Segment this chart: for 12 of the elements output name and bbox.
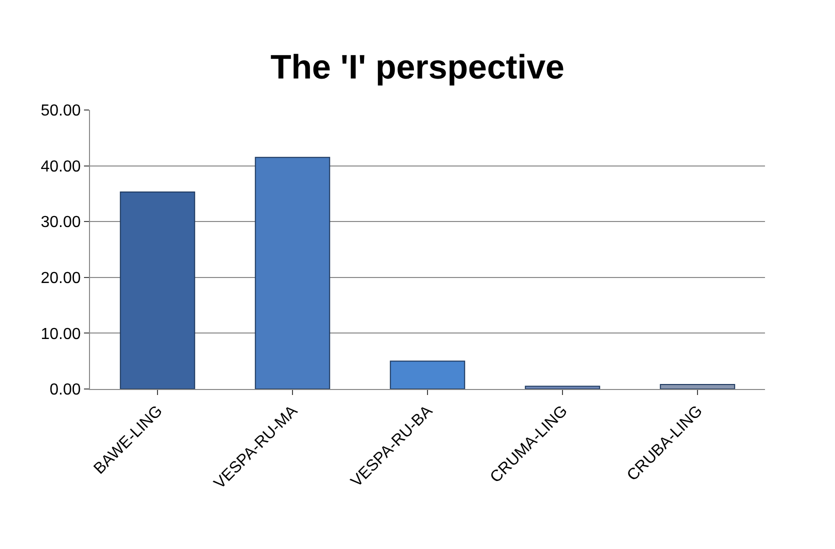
bar	[524, 386, 600, 389]
bar	[254, 156, 330, 389]
y-tick-label: 20.00	[40, 270, 81, 287]
y-tick-label: 50.00	[40, 102, 81, 120]
bar	[660, 384, 736, 389]
y-tick-label: 30.00	[40, 214, 81, 232]
y-tick-label: 10.00	[40, 326, 81, 343]
y-tick-label: 0.00	[50, 382, 81, 399]
y-tick-label: 40.00	[40, 158, 81, 176]
bar	[120, 192, 196, 389]
bar	[390, 360, 466, 389]
chart-title: The 'I' perspective	[270, 48, 564, 87]
